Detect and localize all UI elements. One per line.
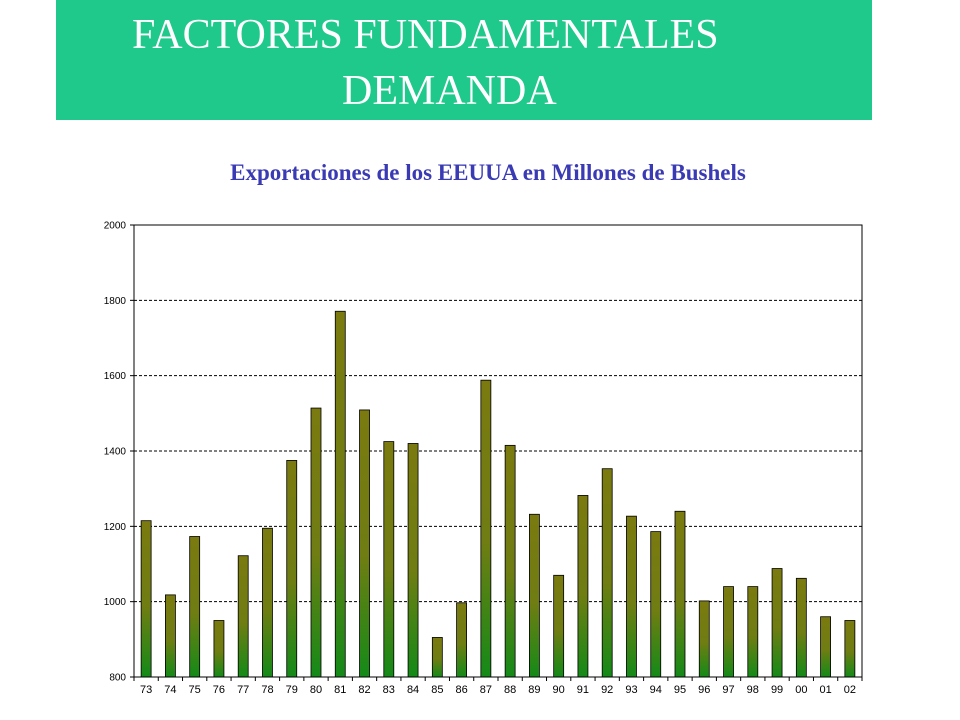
x-tick-label: 01 [819,684,831,696]
bar [820,616,831,678]
bar [383,441,395,678]
bar [577,495,589,678]
x-tick-label: 78 [261,684,273,696]
bar [844,620,856,678]
bar [626,515,637,678]
x-tick-label: 83 [383,684,395,696]
y-tick-label: 2000 [104,221,127,232]
x-tick-label: 90 [553,684,565,696]
x-tick-label: 82 [358,684,370,696]
title-banner: FACTORES FUNDAMENTALES DEMANDA [56,0,872,120]
bar [334,310,346,678]
bar [674,510,686,678]
chart-title: Exportaciones de los EEUUA en Millones d… [230,160,746,185]
x-tick-label: 99 [771,684,783,696]
bar [359,409,370,678]
bar [529,513,540,678]
x-tick-label: 00 [795,684,807,696]
x-tick-label: 94 [650,684,662,696]
x-tick-label: 87 [480,684,492,696]
x-tick-label: 93 [625,684,637,696]
plot-frame [133,224,863,678]
x-tick-label: 95 [674,684,686,696]
bar [286,460,298,678]
y-tick-label: 800 [109,673,126,684]
page-title-line2: DEMANDA [342,68,557,114]
x-tick-label: 89 [528,684,540,696]
x-tick-label: 80 [310,684,322,696]
y-tick-label: 1000 [104,597,127,608]
bar [407,443,419,678]
bar [601,468,613,678]
x-tick-label: 88 [504,684,516,696]
x-tick-label: 73 [140,684,152,696]
x-tick-label: 97 [722,684,734,696]
bar [553,574,565,678]
x-tick-label: 79 [286,684,298,696]
bar [650,531,662,678]
x-tick-label: 77 [237,684,249,696]
bar [504,444,516,678]
bar [213,620,225,678]
x-tick-label: 02 [844,684,856,696]
bar [262,527,273,678]
bar [723,586,734,678]
x-tick-label: 86 [455,684,467,696]
x-tick-label: 74 [164,684,176,696]
bar [140,520,152,678]
x-tick-label: 98 [747,684,759,696]
bar [747,586,759,678]
x-tick-label: 76 [213,684,225,696]
bar [189,536,201,678]
bar [237,555,249,678]
bar [795,577,807,678]
bar [456,602,468,678]
y-tick-label: 1200 [104,522,127,533]
plot-area: 800 1000 1200 1400 1600 1800 2000 73 74 75 76 77 78 7… [104,221,863,696]
bar [310,407,322,678]
x-tick-label: 92 [601,684,613,696]
x-tick-label: 81 [334,684,346,696]
y-tick-label: 1400 [104,447,127,458]
bar [164,594,176,678]
bar [480,379,492,678]
x-tick-label: 75 [189,684,201,696]
x-tick-label: 85 [431,684,443,696]
bar [698,600,710,678]
x-tick-label: 96 [698,684,710,696]
page-title-line1: FACTORES FUNDAMENTALES [132,12,719,58]
x-tick-label: 84 [407,684,419,696]
y-tick-label: 1600 [104,371,127,382]
y-tick-label: 1800 [104,296,127,307]
bar [771,568,783,678]
x-tick-label: 91 [577,684,589,696]
bar [431,637,443,678]
